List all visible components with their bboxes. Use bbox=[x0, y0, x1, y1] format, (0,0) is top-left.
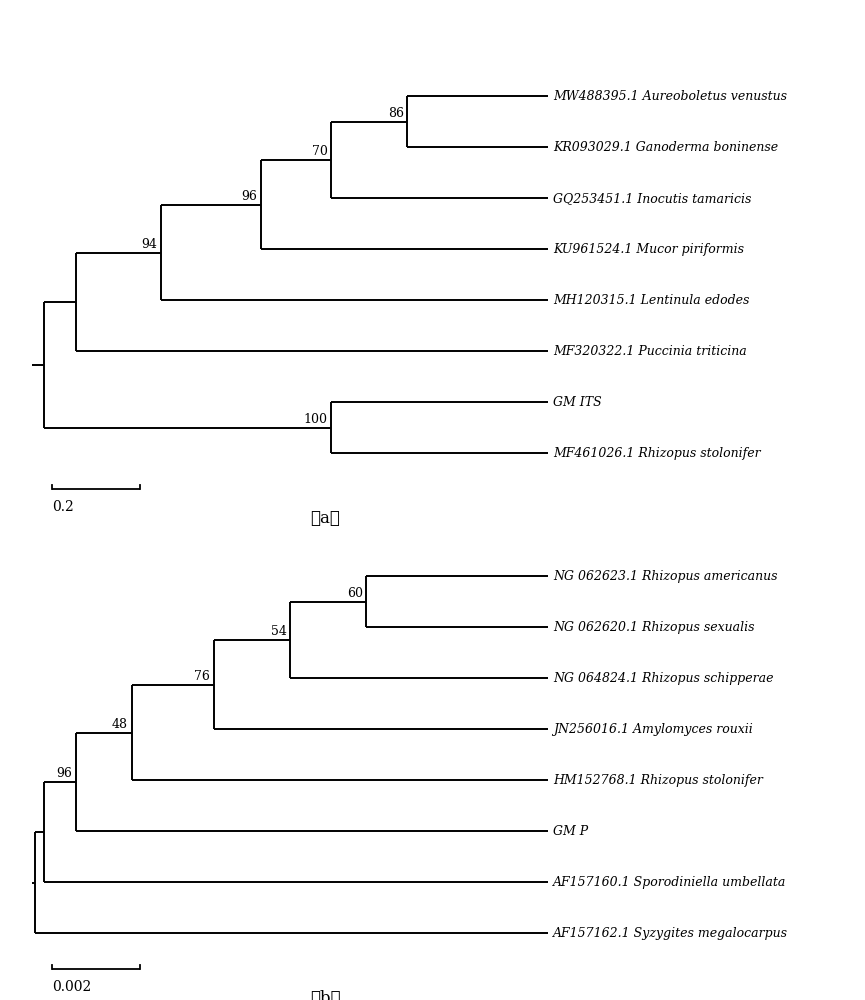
Text: 96: 96 bbox=[56, 767, 73, 780]
Text: 100: 100 bbox=[304, 413, 328, 426]
Text: MF461026.1 Rhizopus stolonifer: MF461026.1 Rhizopus stolonifer bbox=[553, 447, 760, 460]
Text: NG 062620.1 Rhizopus sexualis: NG 062620.1 Rhizopus sexualis bbox=[553, 621, 754, 634]
Text: 76: 76 bbox=[195, 670, 210, 683]
Text: 54: 54 bbox=[271, 625, 286, 638]
Text: MH120315.1 Lentinula edodes: MH120315.1 Lentinula edodes bbox=[553, 294, 749, 307]
Text: 0.002: 0.002 bbox=[53, 980, 92, 994]
Text: （b）: （b） bbox=[310, 990, 341, 1000]
Text: GM P: GM P bbox=[553, 825, 588, 838]
Text: KU961524.1 Mucor piriformis: KU961524.1 Mucor piriformis bbox=[553, 243, 744, 256]
Text: JN256016.1 Amylomyces rouxii: JN256016.1 Amylomyces rouxii bbox=[553, 723, 753, 736]
Text: 0.2: 0.2 bbox=[53, 500, 74, 514]
Text: 86: 86 bbox=[388, 107, 404, 120]
Text: HM152768.1 Rhizopus stolonifer: HM152768.1 Rhizopus stolonifer bbox=[553, 774, 763, 787]
Text: 48: 48 bbox=[112, 718, 128, 731]
Text: KR093029.1 Ganoderma boninense: KR093029.1 Ganoderma boninense bbox=[553, 141, 778, 154]
Text: 70: 70 bbox=[311, 145, 328, 158]
Text: NG 062623.1 Rhizopus americanus: NG 062623.1 Rhizopus americanus bbox=[553, 570, 778, 583]
Text: （a）: （a） bbox=[311, 510, 340, 527]
Text: GM ITS: GM ITS bbox=[553, 396, 601, 409]
Text: MF320322.1 Puccinia triticina: MF320322.1 Puccinia triticina bbox=[553, 345, 746, 358]
Text: MW488395.1 Aureoboletus venustus: MW488395.1 Aureoboletus venustus bbox=[553, 90, 787, 103]
Text: 94: 94 bbox=[142, 238, 157, 251]
Text: 60: 60 bbox=[347, 587, 362, 600]
Text: 96: 96 bbox=[241, 190, 257, 203]
Text: AF157160.1 Sporodiniella umbellata: AF157160.1 Sporodiniella umbellata bbox=[553, 876, 786, 889]
Text: AF157162.1 Syzygites megalocarpus: AF157162.1 Syzygites megalocarpus bbox=[553, 927, 788, 940]
Text: NG 064824.1 Rhizopus schipperae: NG 064824.1 Rhizopus schipperae bbox=[553, 672, 773, 685]
Text: GQ253451.1 Inocutis tamaricis: GQ253451.1 Inocutis tamaricis bbox=[553, 192, 751, 205]
